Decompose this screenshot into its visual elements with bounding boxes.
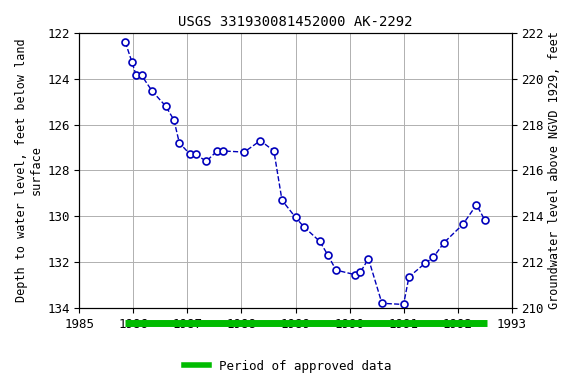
- Legend: Period of approved data: Period of approved data: [179, 355, 397, 378]
- Title: USGS 331930081452000 AK-2292: USGS 331930081452000 AK-2292: [178, 15, 413, 29]
- Y-axis label: Groundwater level above NGVD 1929, feet: Groundwater level above NGVD 1929, feet: [548, 31, 561, 310]
- Y-axis label: Depth to water level, feet below land
surface: Depth to water level, feet below land su…: [15, 39, 43, 302]
